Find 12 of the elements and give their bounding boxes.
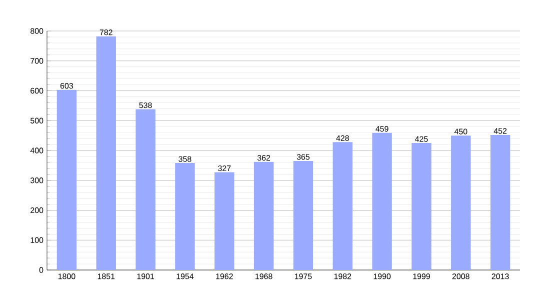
bar (332, 142, 352, 270)
bar (214, 172, 234, 270)
bar (254, 162, 274, 270)
bar (96, 36, 116, 270)
bar (490, 134, 510, 270)
bar (136, 109, 156, 270)
bar (293, 160, 314, 270)
bar (451, 136, 471, 270)
bar (372, 132, 392, 270)
bar (56, 90, 77, 270)
bar (412, 143, 432, 270)
bar (175, 163, 195, 270)
